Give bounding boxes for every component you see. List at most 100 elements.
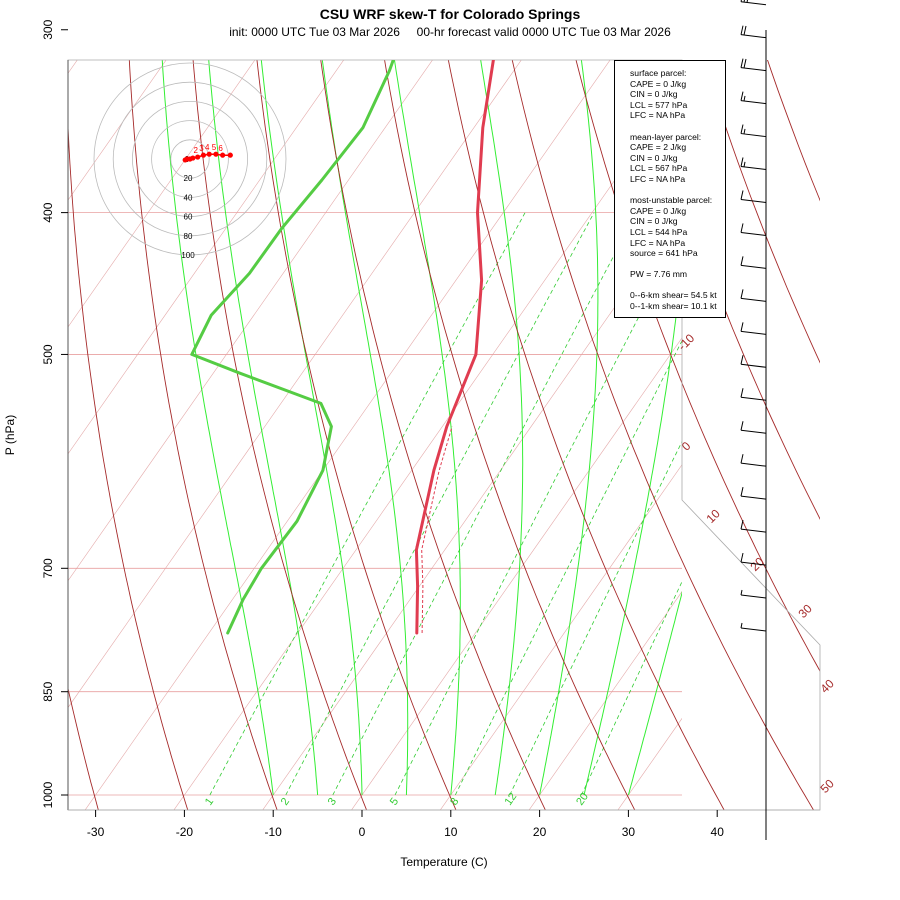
precipitable-water: PW = 7.76 mm	[630, 269, 688, 280]
mean-layer-parcel-block: mean-layer parcel: CAPE = 2 J/kg CIN = 0…	[630, 132, 721, 185]
wind-barb-staff	[740, 330, 767, 335]
wind-barb	[740, 421, 767, 434]
shear-0-6km: 0--6-km shear= 54.5 kt	[630, 290, 717, 301]
hodograph-ring-label: 60	[184, 213, 193, 222]
moist-adiabat-line	[260, 60, 363, 796]
shear-0-1km: 0--1-km shear= 10.1 kt	[630, 301, 717, 312]
y-tick-label: 500	[41, 344, 55, 364]
dry-adiabat-line	[723, 0, 900, 826]
wind-barb-full	[740, 355, 744, 365]
dry-adiabat-line	[639, 60, 820, 520]
wind-barb-staff	[740, 1, 767, 6]
isotherm-line	[84, 60, 611, 810]
moist-adiabat-line	[627, 590, 682, 796]
hodograph-ring	[112, 81, 268, 237]
mean-layer-lcl: LCL = 567 hPa	[630, 163, 688, 174]
isotherm-line	[68, 60, 433, 582]
wind-barb-staff	[740, 429, 767, 434]
most-unstable-lfc: LFC = NA hPa	[630, 237, 686, 248]
hodograph-ring	[131, 101, 248, 217]
wind-barb-half	[740, 589, 743, 596]
wind-barb-half	[743, 95, 746, 102]
wind-barb-full	[740, 552, 744, 563]
parcel-info-box: surface parcel: CAPE = 0 J/kg CIN = 0 J/…	[614, 60, 726, 318]
x-tick-label: -30	[87, 825, 105, 839]
mean-layer-cape: CAPE = 2 J/kg	[630, 142, 687, 153]
mean-layer-cin: CIN = 0 J/kg	[630, 152, 678, 163]
dry-adiabat-label: 10	[703, 506, 723, 526]
wind-barb-staff	[740, 495, 767, 500]
wind-barb-staff	[740, 297, 767, 302]
wind-barb	[740, 25, 767, 39]
hodograph-point-label: 5	[212, 143, 217, 152]
isotherm-line	[0, 0, 521, 826]
mean-layer-lfc: LFC = NA hPa	[630, 173, 686, 184]
wind-barb-staff	[740, 627, 767, 632]
isotherm-line	[68, 60, 167, 201]
hodograph-ring-label: 40	[184, 193, 193, 202]
mixing-ratio-label: 5	[388, 796, 401, 808]
moist-adiabat-line	[583, 256, 682, 796]
isotherm-line	[0, 0, 255, 826]
wind-barb-full	[740, 454, 744, 464]
hodograph-point	[206, 151, 212, 157]
isotherm-line	[0, 0, 166, 826]
surface-parcel-line: surface parcel:	[630, 68, 687, 78]
hodograph-ring-label: 20	[184, 174, 193, 183]
x-tick-label: -20	[176, 825, 194, 839]
hodograph-point	[190, 155, 196, 161]
isotherm-line	[695, 0, 900, 826]
most-unstable-lcl: LCL = 544 hPa	[630, 226, 688, 237]
dry-adiabat-line	[575, 60, 820, 672]
hodograph-point	[195, 154, 201, 160]
most-unstable-cape: CAPE = 0 J/kg	[630, 205, 687, 216]
wind-barb-full	[740, 157, 744, 167]
wind-barb	[740, 388, 767, 401]
wind-barb-staff	[740, 34, 767, 39]
y-axis-label: P (hPa)	[3, 415, 17, 455]
surface-lfc: LFC = NA hPa	[630, 110, 686, 121]
y-tick-label: 850	[41, 681, 55, 701]
most-unstable-parcel-block: most-unstable parcel: CAPE = 0 J/kg CIN …	[630, 195, 721, 259]
wind-barb-full	[743, 58, 747, 69]
y-tick-label: 1000	[41, 781, 55, 808]
wind-barb-staff	[740, 100, 767, 105]
wind-barb-full	[740, 190, 744, 200]
wind-barb-full	[740, 58, 744, 68]
mixing-ratio-line	[285, 212, 595, 796]
chart-title: CSU WRF skew-T for Colorado Springs	[319, 6, 581, 22]
wind-barb-full	[740, 388, 744, 398]
temperature-profile-line	[414, 60, 495, 635]
x-axis-label: Temperature (C)	[400, 855, 487, 869]
wind-barb	[740, 289, 767, 302]
wind-barb-half	[746, 0, 748, 3]
wind-barb	[740, 256, 767, 269]
wind-barb-full	[740, 487, 744, 497]
mixing-ratio-label: 8	[448, 796, 461, 808]
wind-barb-staff	[740, 264, 767, 269]
wind-barb	[740, 519, 767, 533]
sounding-profiles	[190, 60, 495, 635]
mixing-ratio-line	[332, 212, 638, 796]
surface-parcel-block: surface parcel: CAPE = 0 J/kg CIN = 0 J/…	[630, 68, 721, 121]
isotherm-line	[173, 83, 682, 810]
wind-barb	[740, 157, 767, 171]
dry-adiabat-line	[256, 60, 457, 810]
wind-barb-staff	[740, 561, 767, 566]
surface-cape: CAPE = 0 J/kg	[630, 78, 687, 89]
wind-barb-full	[740, 91, 744, 101]
wind-barb-staff	[740, 396, 767, 401]
isotherm-line	[68, 60, 78, 74]
mixing-ratio-label: 1	[203, 796, 216, 808]
dry-adiabat-line	[0, 0, 33, 826]
dry-adiabat-label: 40	[817, 676, 837, 696]
wind-barb	[740, 124, 767, 138]
wind-barb-half	[743, 128, 746, 135]
precipitable-water-block: PW = 7.76 mm	[630, 269, 721, 280]
dry-adiabat-line	[769, 0, 900, 826]
x-tick-label: -10	[265, 825, 283, 839]
wind-barb-staff	[740, 594, 767, 599]
mixing-ratio-line	[209, 212, 526, 796]
wind-barb-full	[740, 421, 744, 431]
